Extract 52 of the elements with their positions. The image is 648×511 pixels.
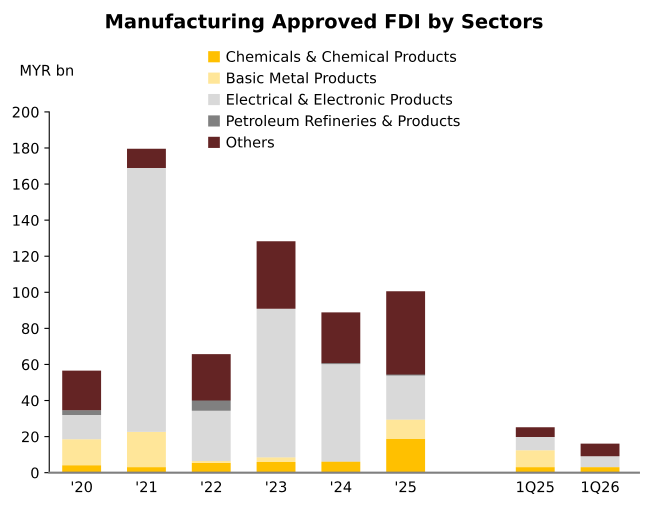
x-tick-label: 1Q25 (517, 481, 554, 494)
bar (62, 414, 102, 440)
legend-label: Chemicals & Chemical Products (226, 50, 456, 62)
bar (516, 427, 555, 437)
x-tick-label: '24 (330, 481, 352, 492)
bar (580, 444, 620, 456)
chart-title: Manufacturing Approved FDI by Sectors (106, 14, 543, 32)
bar (62, 410, 102, 415)
x-tick-label: '22 (201, 481, 222, 492)
bar (192, 354, 231, 401)
y-tick-label: 160 (13, 178, 39, 190)
legend-label: Basic Metal Products (227, 72, 376, 84)
y-tick-label: 180 (13, 142, 39, 154)
x-tick-label: 1Q26 (582, 481, 619, 494)
x-tick-label: '21 (136, 481, 156, 492)
bar (127, 432, 166, 468)
bar (580, 456, 620, 468)
bar (62, 439, 102, 466)
y-tick-label: 120 (13, 250, 39, 262)
x-tick-label: '25 (396, 481, 416, 492)
bar (386, 375, 426, 420)
bar (386, 438, 426, 473)
bar (516, 436, 555, 450)
legend-label: Electrical & Electronic Products (227, 94, 452, 105)
bar (321, 312, 360, 364)
bar (386, 420, 426, 439)
bar (127, 148, 166, 168)
y-tick-label: 200 (12, 106, 39, 118)
y-axis-title: MYR bn (20, 64, 73, 76)
bar (321, 364, 360, 462)
bar (321, 462, 360, 473)
x-tick-label: '23 (266, 481, 286, 492)
bar (256, 457, 296, 462)
bar (192, 410, 231, 461)
y-tick-label: 100 (13, 287, 39, 298)
bar (256, 308, 296, 458)
bar (127, 168, 166, 432)
bar (62, 370, 102, 410)
y-tick-label: 40 (22, 395, 39, 406)
bar (256, 241, 296, 309)
legend-label: Petroleum Refineries & Products (227, 114, 460, 126)
y-tick-label: 20 (22, 431, 39, 442)
legend-label: Others (226, 136, 274, 148)
bar (256, 462, 296, 473)
y-tick-label: 140 (13, 214, 39, 226)
y-tick-label: 60 (22, 359, 39, 370)
bar (516, 450, 555, 468)
bar (386, 291, 426, 375)
bar (192, 400, 231, 411)
y-tick-label: 0 (31, 467, 39, 478)
y-tick-label: 80 (22, 323, 39, 334)
x-tick-label: '20 (72, 481, 92, 492)
